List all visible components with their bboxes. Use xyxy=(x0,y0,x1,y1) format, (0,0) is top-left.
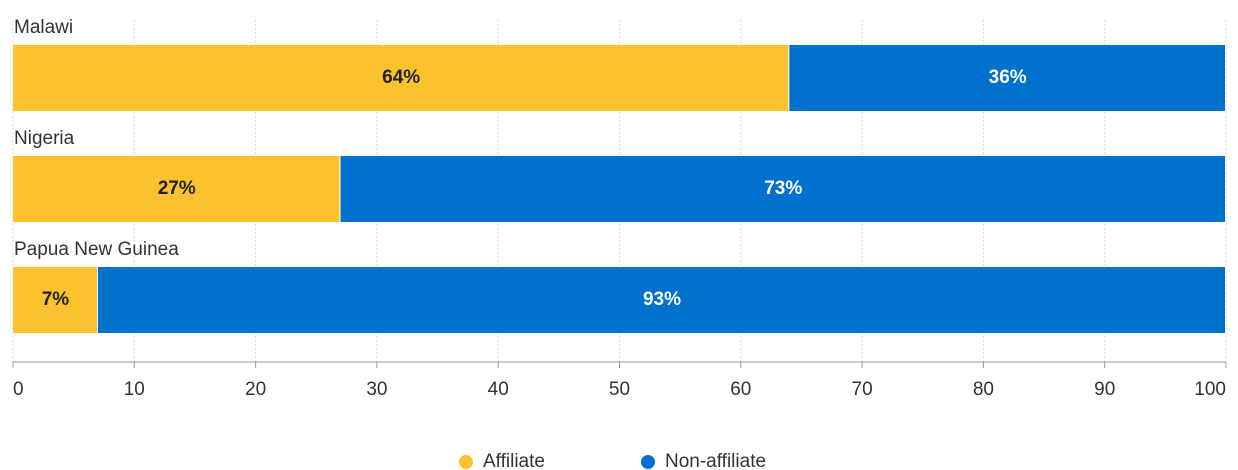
legend-label: Affiliate xyxy=(483,451,545,470)
value-label: 27% xyxy=(158,178,196,199)
x-tick-label: 70 xyxy=(852,379,873,400)
x-tick-label: 80 xyxy=(973,379,994,400)
bar-segment xyxy=(13,45,789,111)
x-tick-label: 90 xyxy=(1094,379,1115,400)
bar-segment xyxy=(340,156,1225,222)
category-label: Papua New Guinea xyxy=(14,239,179,260)
legend-label: Non-affiliate xyxy=(665,451,766,470)
legend-swatch xyxy=(641,455,655,469)
x-tick-label: 100 xyxy=(1194,379,1226,400)
x-tick-label: 40 xyxy=(488,379,509,400)
value-label: 93% xyxy=(643,289,681,310)
legend-swatch xyxy=(459,455,473,469)
bar-segment xyxy=(13,156,340,222)
bar-segment xyxy=(97,267,1225,333)
x-tick-label: 30 xyxy=(366,379,387,400)
x-tick-label: 50 xyxy=(609,379,630,400)
x-tick-label: 10 xyxy=(124,379,145,400)
value-label: 7% xyxy=(42,289,70,310)
x-tick-label: 60 xyxy=(730,379,751,400)
x-tick-label: 0 xyxy=(13,379,24,400)
category-label: Malawi xyxy=(14,17,73,38)
value-label: 64% xyxy=(382,67,420,88)
value-label: 73% xyxy=(764,178,802,199)
value-label: 36% xyxy=(989,67,1027,88)
bar-segment xyxy=(789,45,1225,111)
category-label: Nigeria xyxy=(14,128,75,149)
bar-segment xyxy=(13,267,97,333)
x-tick-label: 20 xyxy=(245,379,266,400)
